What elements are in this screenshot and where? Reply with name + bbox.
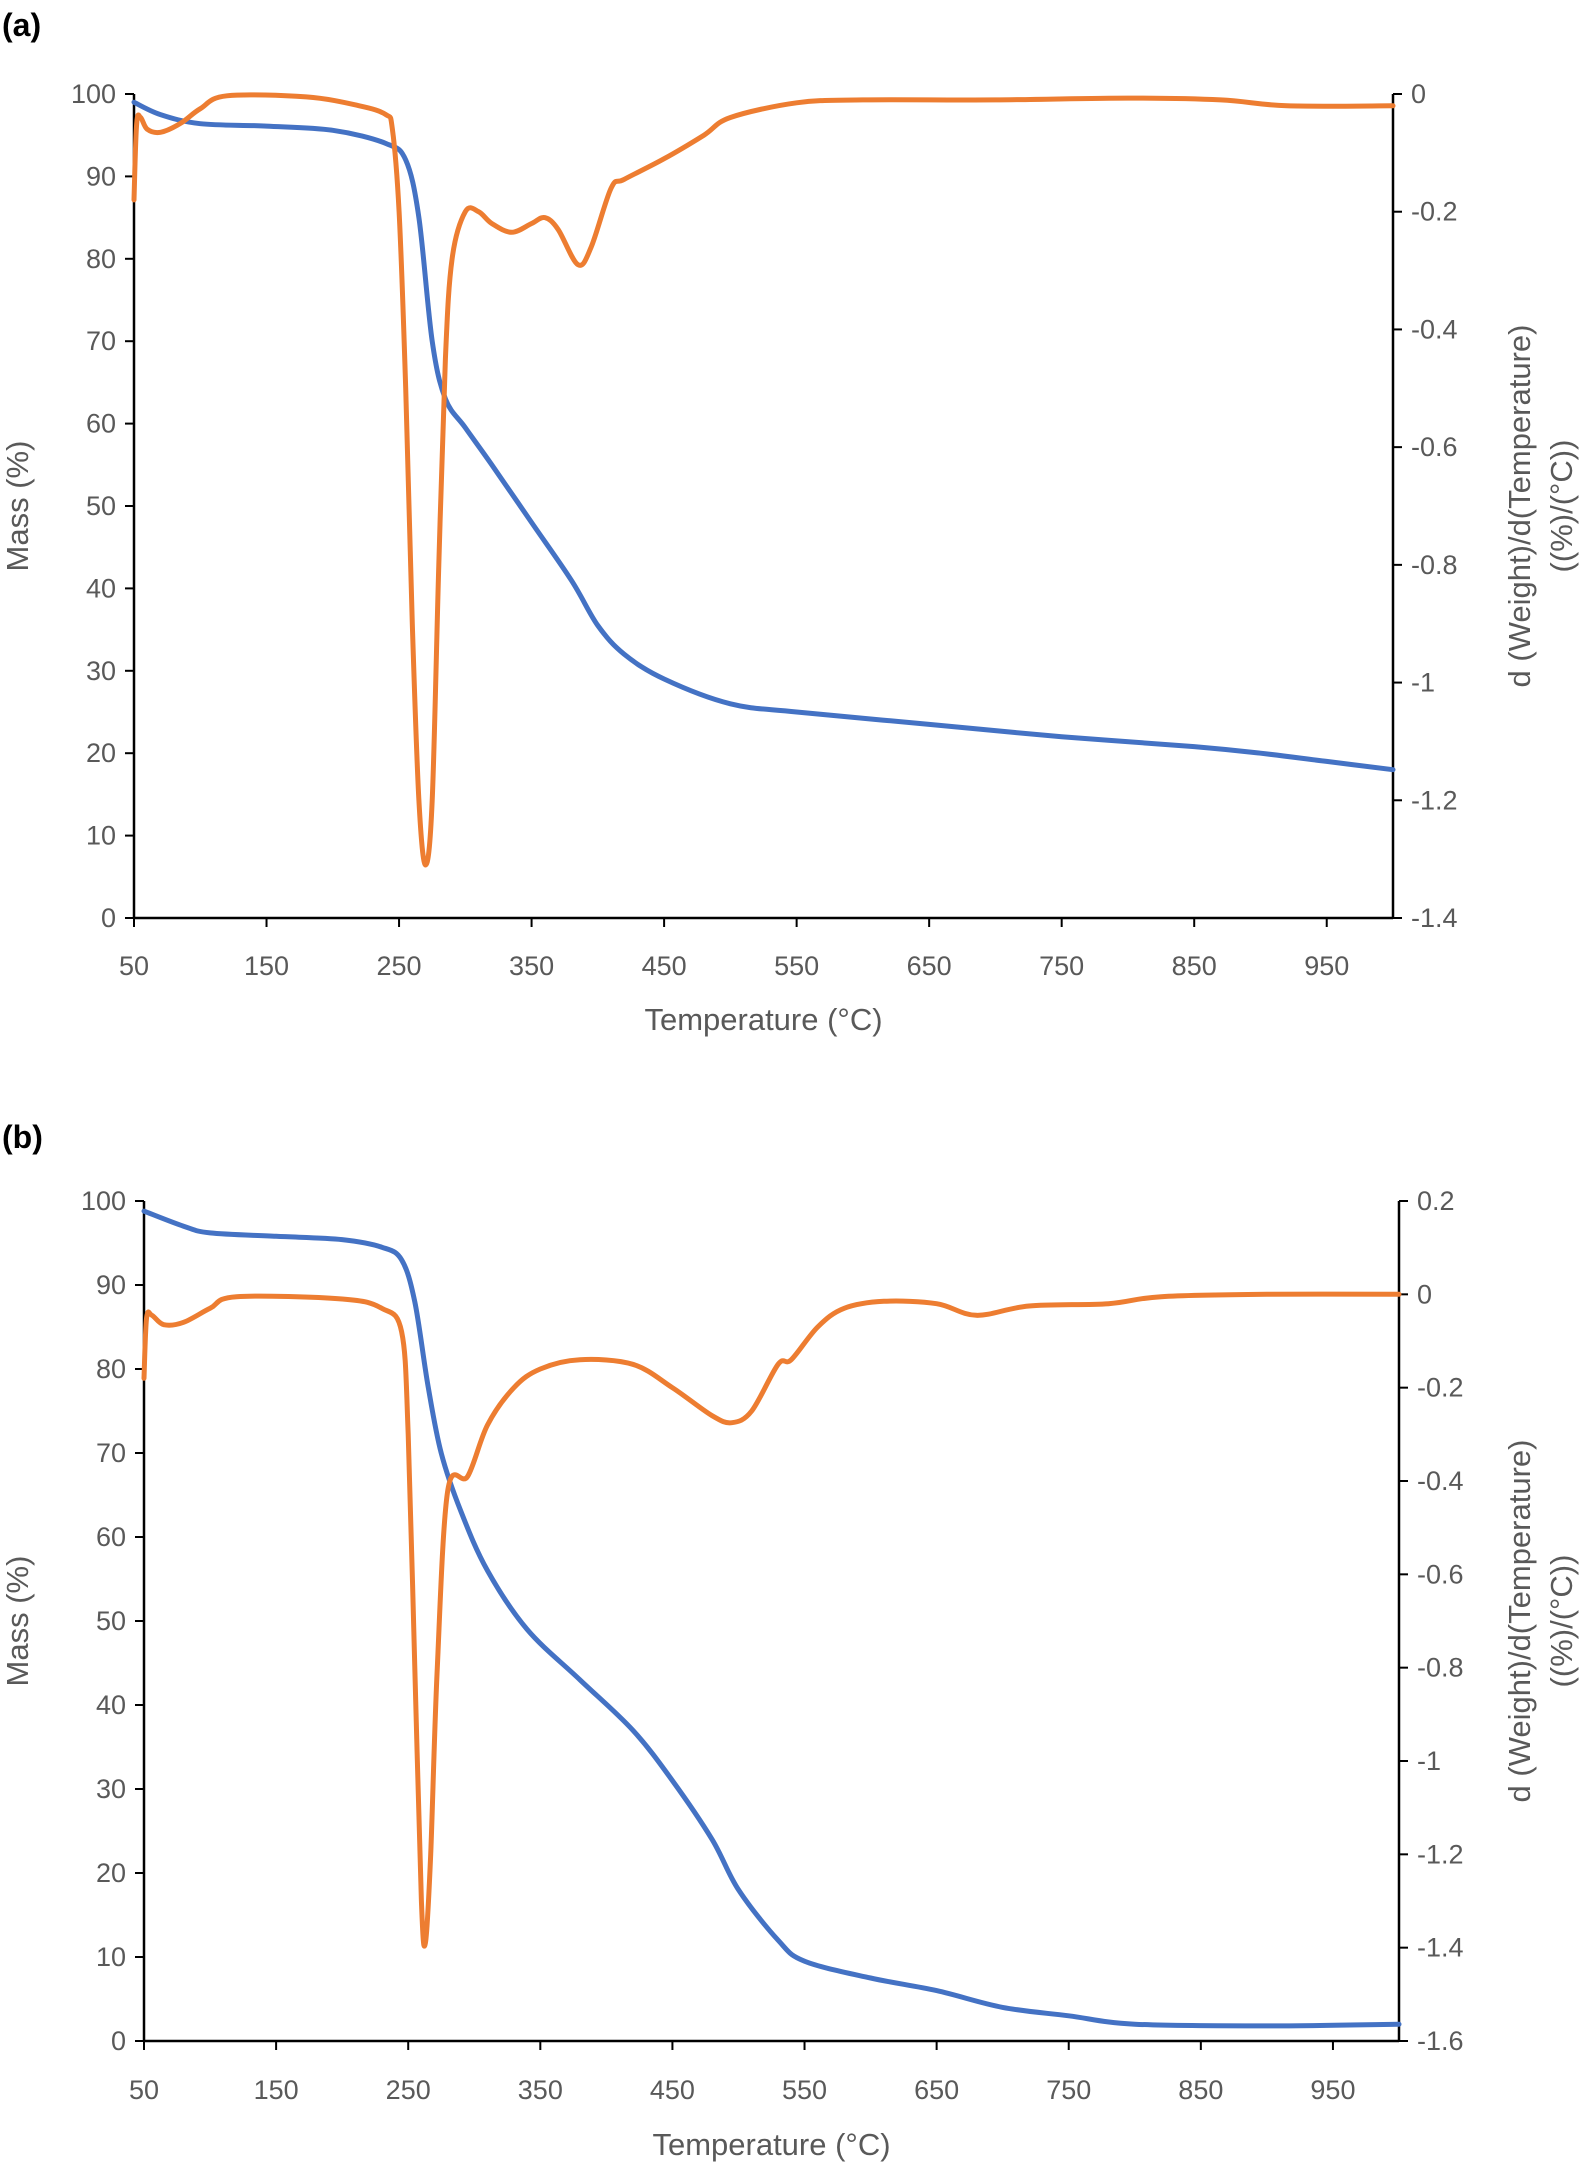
y-tick-label: 0	[101, 903, 116, 933]
x-tick-label: 450	[642, 951, 687, 981]
y2-tick-label: -0.2	[1417, 1373, 1464, 1403]
y-tick-label: 80	[86, 244, 116, 274]
chart-b: (b) 50 150 250 350 450 550 650 750 850 950 0 10 20 30 4…	[0, 1119, 1579, 2162]
x-tick-label: 150	[244, 951, 289, 981]
y-tick-label: 60	[96, 1522, 126, 1552]
y2-axis-title-line2: ((%)/(°C))	[1544, 1555, 1579, 1688]
y-tick-label: 0	[111, 2026, 126, 2056]
y-tick-label: 90	[86, 161, 116, 191]
y2-tick-label: -1.4	[1411, 903, 1458, 933]
y-tick-label: 10	[86, 821, 116, 851]
x-tick-label: 850	[1172, 951, 1217, 981]
y2-tick-label: -0.6	[1411, 432, 1458, 462]
y-tick-label: 20	[86, 738, 116, 768]
y-tick-label: 30	[96, 1774, 126, 1804]
panel-label: (a)	[2, 7, 41, 43]
y-tick-label: 50	[96, 1606, 126, 1636]
x-tick-label: 250	[377, 951, 422, 981]
x-tick-label: 650	[914, 2075, 959, 2105]
y2-tick-label: -1	[1417, 1746, 1441, 1776]
x-tick-label: 450	[650, 2075, 695, 2105]
derivative-weight-line	[141, 1291, 1402, 1949]
x-tick-label: 650	[907, 951, 952, 981]
y2-tick-label: -1.2	[1417, 1839, 1464, 1869]
y-axis-title: Mass (%)	[0, 441, 35, 572]
x-tick-label: 350	[509, 951, 554, 981]
y-tick-label: 20	[96, 1858, 126, 1888]
y-tick-label: 100	[81, 1186, 126, 1216]
x-tick-label: 950	[1304, 951, 1349, 981]
y2-axis-title-line1: d (Weight)/d(Temperature)	[1502, 1440, 1537, 1803]
y-tick-label: 40	[96, 1690, 126, 1720]
y2-tick-label: 0	[1417, 1279, 1432, 1309]
y2-tick-label: -0.4	[1411, 314, 1458, 344]
y2-axis-title-line2: ((%)/(°C))	[1544, 440, 1579, 573]
x-axis-title: Temperature (°C)	[644, 1002, 882, 1037]
y2-tick-label: -0.4	[1417, 1466, 1464, 1496]
chart-a: (a) 50 150 250 350 450 550 650 750 850 950 0 10 20 30 4…	[0, 7, 1579, 1037]
y2-tick-label: -1.2	[1411, 785, 1458, 815]
y2-tick-label: -0.8	[1417, 1653, 1464, 1683]
y-tick-label: 70	[86, 326, 116, 356]
y2-tick-label: -0.8	[1411, 550, 1458, 580]
x-tick-label: 50	[119, 951, 149, 981]
y-tick-label: 60	[86, 409, 116, 439]
y2-tick-label: -1.4	[1417, 1933, 1464, 1963]
y-tick-label: 100	[71, 79, 116, 109]
y2-tick-label: 0	[1411, 79, 1426, 109]
y-tick-label: 50	[86, 491, 116, 521]
x-tick-label: 50	[129, 2075, 159, 2105]
x-tick-label: 550	[774, 951, 819, 981]
y2-tick-label: -0.6	[1417, 1559, 1464, 1589]
y2-tick-label: -0.2	[1411, 197, 1458, 227]
x-tick-label: 950	[1310, 2075, 1355, 2105]
x-tick-label: 750	[1046, 2075, 1091, 2105]
mass-line	[131, 99, 1396, 773]
y-tick-label: 30	[86, 656, 116, 686]
x-tick-label: 750	[1039, 951, 1084, 981]
x-axis-title: Temperature (°C)	[652, 2127, 890, 2162]
y2-axis-title-line1: d (Weight)/d(Temperature)	[1502, 325, 1537, 688]
y-tick-label: 40	[86, 573, 116, 603]
y2-tick-label: 0.2	[1417, 1186, 1455, 1216]
x-tick-label: 350	[518, 2075, 563, 2105]
y2-tick-label: -1	[1411, 668, 1435, 698]
y-tick-label: 70	[96, 1438, 126, 1468]
mass-line	[141, 1208, 1402, 2029]
y2-tick-label: -1.6	[1417, 2026, 1464, 2056]
y-tick-label: 80	[96, 1354, 126, 1384]
y-tick-label: 90	[96, 1270, 126, 1300]
derivative-weight-line	[131, 92, 1396, 868]
y-axis-title: Mass (%)	[0, 1556, 35, 1687]
x-tick-label: 850	[1178, 2075, 1223, 2105]
x-tick-label: 550	[782, 2075, 827, 2105]
panel-label: (b)	[2, 1119, 43, 1155]
y-tick-label: 10	[96, 1942, 126, 1972]
x-tick-label: 250	[386, 2075, 431, 2105]
x-tick-label: 150	[254, 2075, 299, 2105]
